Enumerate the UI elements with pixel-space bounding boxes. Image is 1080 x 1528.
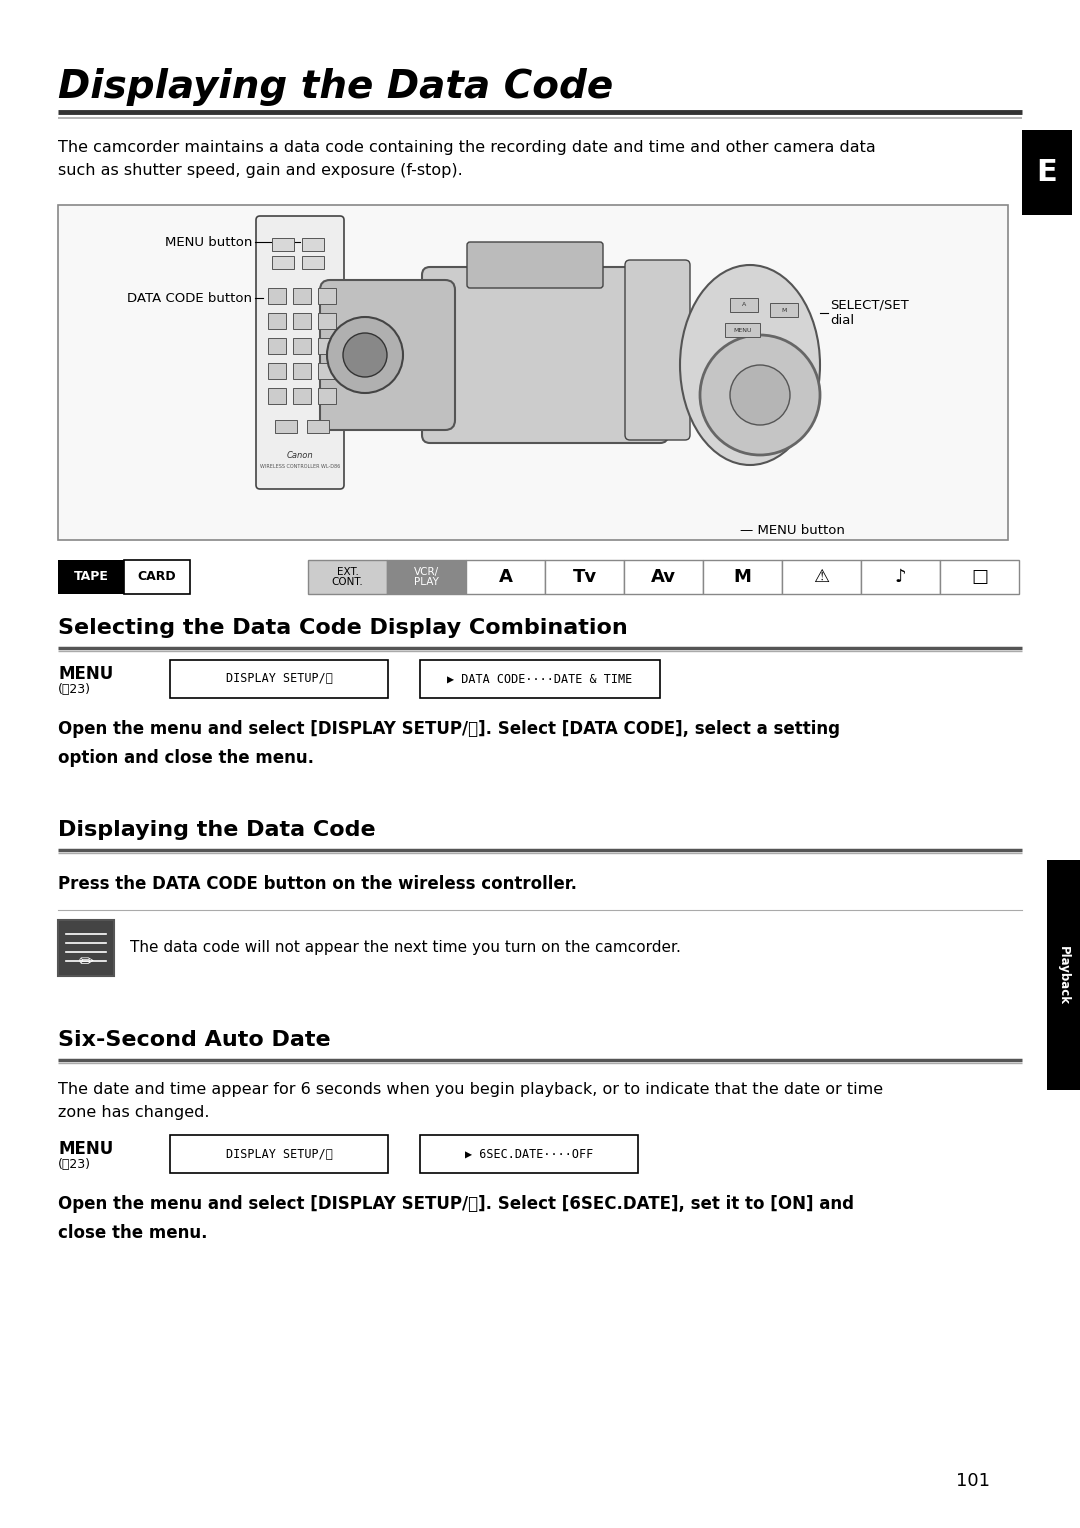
Text: DISPLAY SETUP/ⓘ: DISPLAY SETUP/ⓘ	[226, 672, 333, 686]
FancyBboxPatch shape	[422, 267, 669, 443]
Text: (ᄑ23): (ᄑ23)	[58, 1158, 91, 1170]
Bar	[770, 303, 798, 316]
Circle shape	[327, 316, 403, 393]
Text: EXT.
CONT.: EXT. CONT.	[332, 567, 363, 587]
Bar	[307, 420, 329, 432]
Bar	[308, 559, 387, 594]
Text: ⚠: ⚠	[813, 568, 829, 587]
Text: Displaying the Data Code: Displaying the Data Code	[58, 69, 613, 105]
Bar	[124, 559, 190, 594]
Bar	[725, 322, 760, 338]
Bar	[1022, 130, 1072, 215]
Circle shape	[700, 335, 820, 455]
Bar	[465, 559, 545, 594]
Text: □: □	[971, 568, 988, 587]
Text: (ᄑ23): (ᄑ23)	[58, 683, 91, 695]
Bar	[268, 388, 286, 403]
Text: DATA CODE button: DATA CODE button	[127, 292, 252, 304]
Bar	[861, 559, 940, 594]
Bar	[318, 287, 336, 304]
Text: MENU button: MENU button	[164, 235, 252, 249]
Bar	[420, 660, 660, 698]
Bar	[58, 205, 1008, 539]
Text: The camcorder maintains a data code containing the recording date and time and o: The camcorder maintains a data code cont…	[58, 141, 876, 179]
Bar	[293, 338, 311, 354]
Bar	[387, 559, 465, 594]
Text: Av: Av	[651, 568, 676, 587]
Text: TAPE: TAPE	[73, 570, 108, 584]
Circle shape	[343, 333, 387, 377]
Bar	[318, 364, 336, 379]
Text: dial: dial	[831, 315, 854, 327]
Text: Six-Second Auto Date: Six-Second Auto Date	[58, 1030, 330, 1050]
Bar	[318, 313, 336, 329]
Bar	[268, 287, 286, 304]
Text: — MENU button: — MENU button	[740, 524, 845, 536]
Text: ♪: ♪	[894, 568, 906, 587]
FancyBboxPatch shape	[625, 260, 690, 440]
Bar	[272, 238, 294, 251]
Text: DISPLAY SETUP/ⓘ: DISPLAY SETUP/ⓘ	[226, 1148, 333, 1160]
Text: MENU: MENU	[733, 327, 752, 333]
Bar	[170, 1135, 388, 1174]
Bar	[730, 298, 758, 312]
Text: ▶ DATA CODE····DATE & TIME: ▶ DATA CODE····DATE & TIME	[447, 672, 633, 686]
Bar	[1047, 860, 1080, 1089]
Circle shape	[730, 365, 789, 425]
Text: The data code will not appear the next time you turn on the camcorder.: The data code will not appear the next t…	[130, 940, 680, 955]
Text: 101: 101	[956, 1471, 990, 1490]
Bar	[272, 257, 294, 269]
Bar	[268, 364, 286, 379]
Bar	[293, 364, 311, 379]
Bar	[302, 238, 324, 251]
Text: SELECT/SET: SELECT/SET	[831, 298, 908, 312]
Text: VCR/
PLAY: VCR/ PLAY	[414, 567, 440, 587]
Bar	[940, 559, 1020, 594]
Bar	[624, 559, 703, 594]
Bar	[293, 388, 311, 403]
Bar	[302, 257, 324, 269]
Text: M: M	[781, 307, 786, 313]
Text: A: A	[499, 568, 512, 587]
FancyBboxPatch shape	[320, 280, 455, 429]
Text: Displaying the Data Code: Displaying the Data Code	[58, 821, 376, 840]
Text: Tv: Tv	[572, 568, 596, 587]
Text: Playback: Playback	[1057, 946, 1070, 1004]
Text: ▶ 6SEC.DATE····OFF: ▶ 6SEC.DATE····OFF	[464, 1148, 593, 1160]
Bar	[318, 338, 336, 354]
Text: Canon: Canon	[286, 451, 313, 460]
Text: WIRELESS CONTROLLER WL-D86: WIRELESS CONTROLLER WL-D86	[260, 465, 340, 469]
Bar	[293, 313, 311, 329]
Text: E: E	[1037, 157, 1057, 186]
Text: A: A	[742, 303, 746, 307]
Bar	[275, 420, 297, 432]
FancyBboxPatch shape	[256, 215, 345, 489]
Text: Open the menu and select [DISPLAY SETUP/ⓘ]. Select [6SEC.DATE], set it to [ON] a: Open the menu and select [DISPLAY SETUP/…	[58, 1195, 854, 1242]
Text: M: M	[733, 568, 752, 587]
Bar	[420, 1135, 638, 1174]
Text: The date and time appear for 6 seconds when you begin playback, or to indicate t: The date and time appear for 6 seconds w…	[58, 1082, 883, 1120]
Text: Open the menu and select [DISPLAY SETUP/ⓘ]. Select [DATA CODE], select a setting: Open the menu and select [DISPLAY SETUP/…	[58, 720, 840, 767]
Bar	[782, 559, 861, 594]
FancyBboxPatch shape	[467, 241, 603, 287]
Bar	[318, 388, 336, 403]
Bar	[268, 338, 286, 354]
Text: CARD: CARD	[137, 570, 176, 584]
Text: MENU: MENU	[58, 1140, 113, 1158]
Text: Selecting the Data Code Display Combination: Selecting the Data Code Display Combinat…	[58, 617, 627, 639]
Bar	[703, 559, 782, 594]
Bar	[268, 313, 286, 329]
Text: ✏: ✏	[79, 953, 94, 970]
Text: Press the DATA CODE button on the wireless controller.: Press the DATA CODE button on the wirele…	[58, 876, 577, 892]
Bar	[58, 920, 114, 976]
Bar	[545, 559, 624, 594]
Ellipse shape	[680, 264, 820, 465]
Bar	[293, 287, 311, 304]
Text: MENU: MENU	[58, 665, 113, 683]
Bar	[170, 660, 388, 698]
Bar	[58, 559, 124, 594]
